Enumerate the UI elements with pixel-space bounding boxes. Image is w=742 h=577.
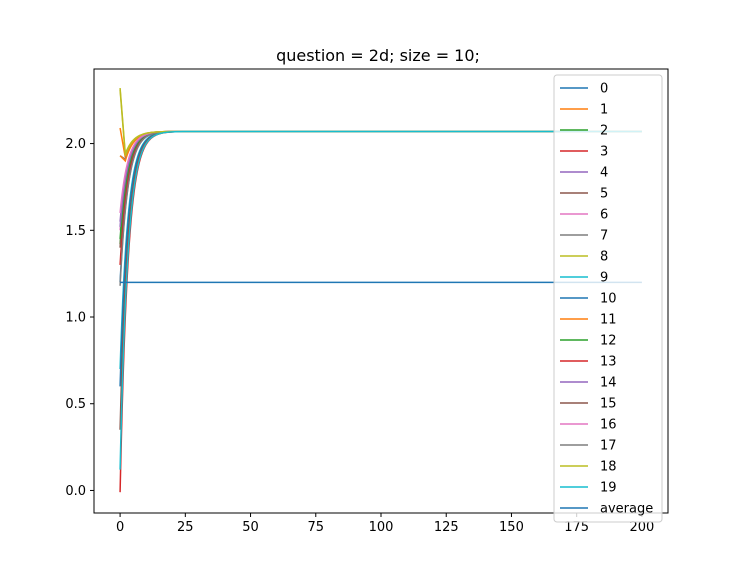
x-tick-label: 50 xyxy=(242,520,259,535)
legend-label: 18 xyxy=(600,460,617,475)
y-tick-label: 0.5 xyxy=(65,397,86,412)
legend-label: 17 xyxy=(600,439,617,454)
legend-label: 10 xyxy=(600,292,617,307)
legend-label: 5 xyxy=(600,187,608,202)
legend-label: 1 xyxy=(600,103,608,118)
x-tick-label: 0 xyxy=(116,520,124,535)
x-tick-label: 200 xyxy=(629,520,654,535)
legend-label: 6 xyxy=(600,208,608,223)
x-tick-label: 150 xyxy=(499,520,524,535)
legend-label: 9 xyxy=(600,271,608,286)
legend-label: 11 xyxy=(600,313,617,328)
series-layer xyxy=(119,88,642,493)
legend-label: 8 xyxy=(600,250,608,265)
y-tick-label: 2.0 xyxy=(65,137,86,152)
legend-label: 7 xyxy=(600,229,608,244)
x-tick-label: 175 xyxy=(564,520,589,535)
legend-label: 15 xyxy=(600,397,617,412)
legend-label: 19 xyxy=(600,481,617,496)
plot-frame xyxy=(93,68,669,514)
legend-label: 3 xyxy=(600,145,608,160)
x-tick-label: 75 xyxy=(307,520,324,535)
y-tick-label: 0.0 xyxy=(65,484,86,499)
legend-label: 12 xyxy=(600,334,617,349)
y-tick-label: 1.5 xyxy=(65,224,86,239)
x-tick-label: 100 xyxy=(369,520,394,535)
x-tick-label: 125 xyxy=(434,520,459,535)
series-line-19 xyxy=(119,130,642,470)
legend-label: 14 xyxy=(600,376,617,391)
legend-label: average xyxy=(600,502,653,517)
legend-label: 13 xyxy=(600,355,617,370)
legend-box xyxy=(553,74,663,523)
legend-label: 4 xyxy=(600,166,608,181)
legend-label: 0 xyxy=(600,82,608,97)
chart-title: question = 2d; size = 10; xyxy=(276,46,480,65)
y-tick-label: 1.0 xyxy=(65,311,86,326)
legend-label: 2 xyxy=(600,124,608,139)
x-tick-label: 25 xyxy=(177,520,194,535)
legend-label: 16 xyxy=(600,418,617,433)
